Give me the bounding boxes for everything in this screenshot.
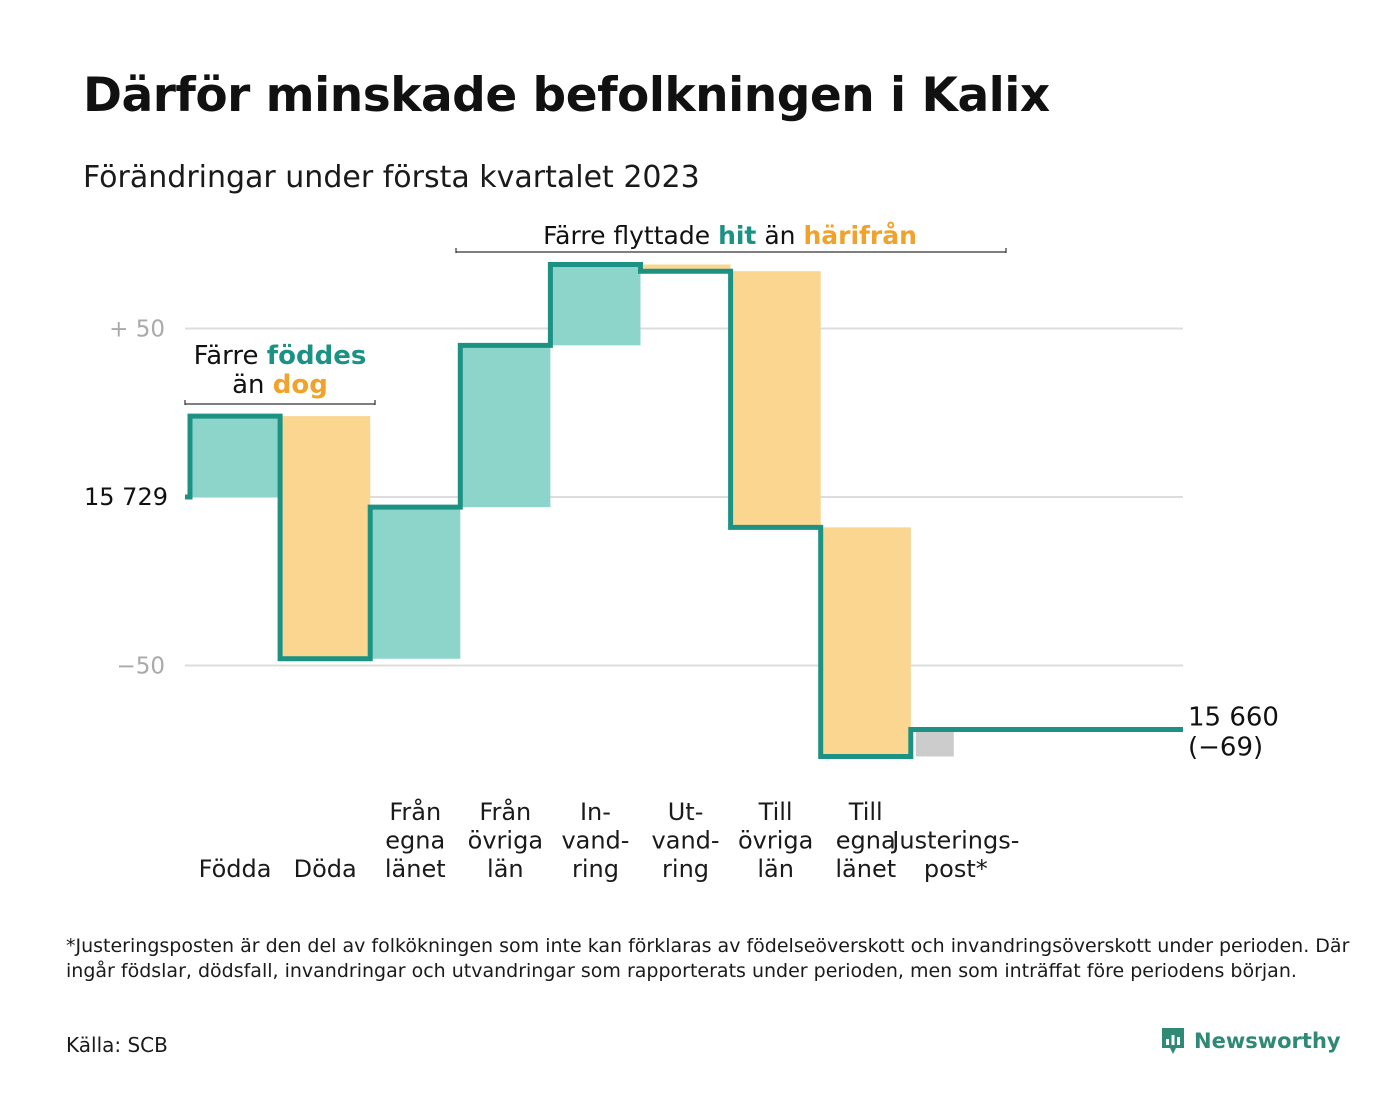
annotation-text: än [756, 221, 803, 250]
cumulative-step-line [185, 261, 1183, 759]
category-label: län [757, 855, 794, 883]
footnote: *Justeringsposten är den del av folkökni… [66, 935, 1350, 982]
category-label: vand- [561, 827, 629, 855]
category-label: Döda [294, 855, 357, 883]
annotation-highlight: härifrån [803, 221, 916, 250]
annotation-text: än [232, 370, 273, 400]
category-label: Till [848, 798, 883, 826]
births-annotation-line1: Färre föddes [194, 341, 367, 371]
brand-name: Newsworthy [1194, 1029, 1341, 1053]
annotation-text: Färre [194, 341, 267, 371]
y-tick-label: + 50 [109, 317, 165, 343]
category-label: Till [758, 798, 793, 826]
category-label: länet [385, 855, 446, 883]
y-tick-label: −50 [116, 654, 165, 680]
category-label: länet [835, 855, 896, 883]
newsworthy-logo-icon [1162, 1028, 1184, 1054]
bar-increase [460, 345, 551, 508]
annotation-highlight: hit [718, 221, 756, 250]
births-annotation-line2: än dog [232, 370, 328, 400]
bar-increase [550, 264, 641, 346]
annotation-text: Färre flyttade [543, 221, 718, 250]
end-change-label: (−69) [1188, 733, 1263, 763]
category-label: Från [389, 797, 441, 826]
category-label: egna [385, 827, 445, 855]
category-label: Från [479, 797, 531, 826]
category-label: ring [572, 855, 619, 883]
category-label: ring [662, 855, 709, 883]
category-label: övriga [738, 827, 813, 855]
bar-increase [190, 416, 281, 497]
category-label: län [487, 855, 524, 883]
bar-decrease [640, 264, 731, 272]
category-label: Ut- [668, 798, 704, 826]
bar-increase [370, 507, 461, 659]
category-label: egna [836, 827, 896, 855]
annotation-highlight: föddes [267, 341, 367, 371]
category-label: In- [580, 798, 611, 826]
end-value-label: 15 660 [1188, 703, 1279, 733]
brand: Newsworthy [1160, 1026, 1341, 1056]
category-label: Justerings- [890, 827, 1019, 855]
annotation-highlight: dog [273, 370, 328, 400]
bar-decrease [820, 527, 911, 757]
category-label: övriga [468, 827, 543, 855]
source-note: Källa: SCB [66, 1033, 168, 1057]
chart-title: Därför minskade befolkningen i Kalix [83, 68, 1050, 123]
bar-decrease [730, 271, 821, 528]
start-value-label: 15 729 [84, 483, 168, 511]
bar-decrease [280, 416, 371, 659]
migration-annotation: Färre flyttade hit än härifrån [543, 221, 917, 250]
category-label: Födda [199, 855, 272, 883]
bar-adjustment [915, 729, 954, 757]
category-label: post* [924, 855, 988, 883]
chart-subtitle: Förändringar under första kvartalet 2023 [83, 160, 700, 195]
category-label: vand- [652, 827, 720, 855]
